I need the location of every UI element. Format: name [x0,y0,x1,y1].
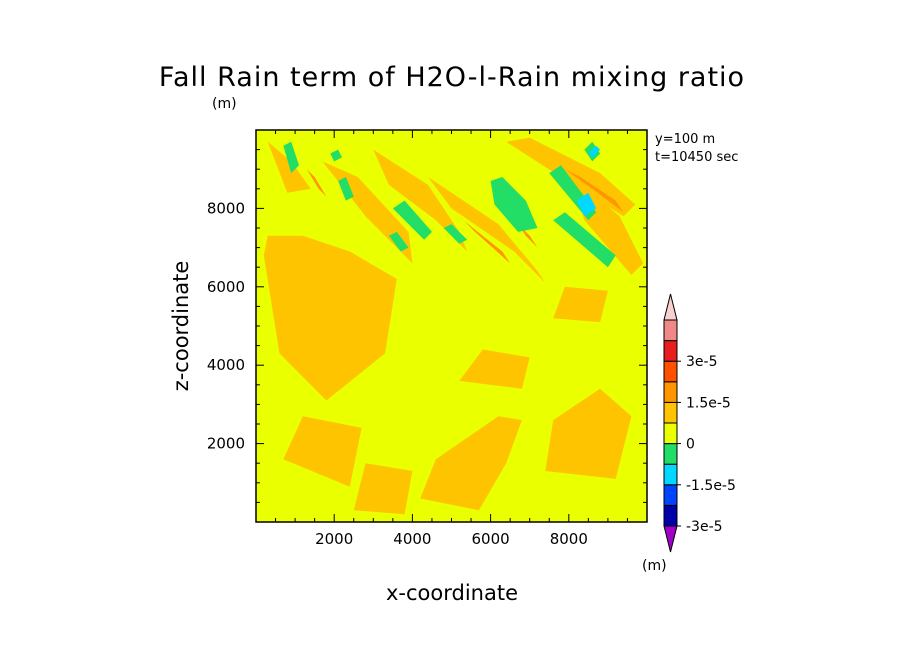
annotation-y: y=100 m [655,132,715,147]
positive-region-6 [553,286,608,323]
colorbar-upper-arrow [663,293,678,321]
positive-region-0 [263,235,397,401]
positive-region-8 [373,149,468,252]
colorbar-tick-label: -1.5e-5 [686,478,736,494]
x-tick-label: 2000 [315,530,353,548]
title-unit-label: (m) [212,96,237,112]
colorbar-unit-label: (m) [642,558,667,574]
strong-positive-region-0 [447,204,511,264]
colorbar-segment [663,340,678,362]
colorbar-segment [663,319,678,342]
colorbar-labels: -3e-5 -1.5e-5 0 1.5e-5 3e-5 [677,354,736,535]
positive-region-12 [267,141,311,193]
negative-region-0 [283,141,299,174]
colorbar-segment [663,484,678,506]
negative-region-9 [330,149,342,162]
positive-region-1 [283,416,362,487]
chart-title: Fall Rain term of H2O-l-Rain mixing rati… [159,62,745,93]
plot-area: 2000 4000 6000 8000 2000 4000 6000 8000 [207,129,648,548]
positive-region-5 [459,349,530,389]
x-tick-labels: 2000 4000 6000 8000 [315,530,588,548]
x-tick-label: 4000 [393,530,431,548]
strong-negative-region-1 [588,145,601,158]
negative-region-3 [388,231,409,252]
colorbar-tick-label: 0 [686,437,695,453]
x-tick-label: 8000 [550,530,588,548]
x-tick-label: 6000 [472,530,510,548]
colorbar [663,293,678,553]
colorbar-segment [663,381,678,403]
negative-region-2 [392,200,432,240]
y-tick-label: 4000 [207,356,245,374]
contour-field [263,137,644,515]
negative-region-1 [338,177,354,201]
positive-region-9 [428,177,546,283]
y-tick-label: 6000 [207,278,245,296]
colorbar-lower-arrow [663,525,678,553]
colorbar-segment [663,504,678,527]
strong-negative-region-0 [576,192,597,217]
colorbar-segment [663,401,678,424]
colorbar-tick-label: 3e-5 [686,354,717,370]
strong-positive-region-2 [306,169,327,197]
x-axis-label: x-coordinate [386,581,518,605]
colorbar-segment [663,463,678,486]
y-tick-label: 8000 [207,199,245,217]
annotation-t: t=10450 sec [655,150,738,165]
colorbar-tick-label: -3e-5 [686,519,723,535]
positive-region-2 [353,463,413,515]
positive-region-3 [420,416,522,511]
positive-region-4 [545,388,632,479]
colorbar-tick-label: 1.5e-5 [686,395,731,411]
y-tick-label: 2000 [207,435,245,453]
y-tick-labels: 2000 4000 6000 8000 [207,199,245,452]
colorbar-segment [663,422,678,445]
negative-region-7 [553,212,616,268]
y-axis-label: z-coordinate [169,261,193,392]
colorbar-segment [663,443,678,465]
negative-region-4 [443,224,468,244]
axis-ticks [256,130,647,522]
colorbar-segment [663,360,678,383]
negative-region-5 [490,177,538,232]
